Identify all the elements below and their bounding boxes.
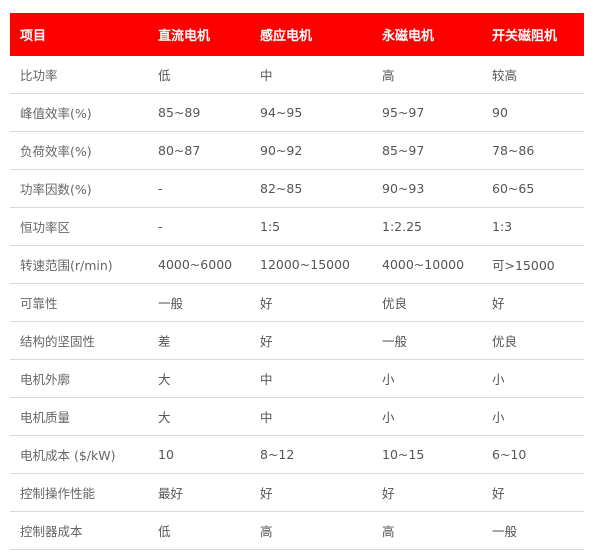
table-cell: 小	[372, 359, 482, 398]
table-cell: 85~97	[372, 131, 482, 170]
table-cell: 低	[148, 56, 250, 94]
table-cell: 最好	[148, 473, 250, 512]
table-row: 峰值效率(%) 85~89 94~95 95~97 90	[10, 93, 584, 132]
table-cell: 8~12	[250, 435, 372, 474]
table-cell: 好	[482, 283, 584, 322]
table-cell: 82~85	[250, 169, 372, 208]
table-cell: 4000~10000	[372, 245, 482, 284]
column-header: 感应电机	[250, 13, 372, 56]
table-cell: 一般	[372, 321, 482, 360]
row-label: 电机外廓	[10, 359, 148, 398]
table-cell: 12000~15000	[250, 245, 372, 284]
table-cell: 94~95	[250, 93, 372, 132]
column-header: 项目	[10, 13, 148, 56]
row-label: 负荷效率(%)	[10, 131, 148, 170]
row-label: 比功率	[10, 56, 148, 94]
table-row: 比功率低中高较高	[10, 56, 584, 94]
table-cell: 一般	[148, 283, 250, 322]
table-cell: 中	[250, 56, 372, 94]
table-cell: 好	[250, 473, 372, 512]
table-cell: 80~87	[148, 131, 250, 170]
table-cell: 较高	[482, 56, 584, 94]
table-cell: 优良	[372, 283, 482, 322]
row-label: 恒功率区	[10, 207, 148, 246]
table-cell: 中	[250, 359, 372, 398]
table-row: 电机外廓大中小小	[10, 359, 584, 398]
table-cell: 90~93	[372, 169, 482, 208]
header-row: 项目 直流电机 感应电机 永磁电机 开关磁阻机	[10, 13, 584, 56]
table-row: 功率因数(%) -82~85 90~93 60~65	[10, 169, 584, 208]
table-cell: 高	[372, 511, 482, 550]
table-cell: 好	[250, 283, 372, 322]
table-row: 恒功率区 -1:5 1:2.25 1:3	[10, 207, 584, 246]
column-header: 开关磁阻机	[482, 13, 584, 56]
column-header: 永磁电机	[372, 13, 482, 56]
table-cell: 好	[482, 473, 584, 512]
row-label: 控制操作性能	[10, 473, 148, 512]
table-cell: 10~15	[372, 435, 482, 474]
table-cell: 一般	[482, 511, 584, 550]
table-row: 负荷效率(%) 80~87 90~92 85~97 78~86	[10, 131, 584, 170]
table-cell: 10	[148, 435, 250, 474]
row-label: 结构的坚固性	[10, 321, 148, 360]
table-cell: 中	[250, 397, 372, 436]
table-cell: 小	[482, 359, 584, 398]
table-cell: 好	[250, 321, 372, 360]
motor-comparison-table: 项目 直流电机 感应电机 永磁电机 开关磁阻机 比功率低中高较高 峰值效率(%) 85~89…	[10, 13, 584, 550]
table-cell: 好	[372, 473, 482, 512]
row-label: 峰值效率(%)	[10, 93, 148, 132]
table-cell: 90~92	[250, 131, 372, 170]
table-cell: 85~89	[148, 93, 250, 132]
table-cell: 78~86	[482, 131, 584, 170]
table-cell: 6~10	[482, 435, 584, 474]
column-header: 直流电机	[148, 13, 250, 56]
row-label: 可靠性	[10, 283, 148, 322]
table-cell: 可>15000	[482, 245, 584, 284]
table-row: 结构的坚固性差好一般 优良	[10, 321, 584, 360]
table-cell: 低	[148, 511, 250, 550]
table-cell: 差	[148, 321, 250, 360]
table-row: 转速范围(r/min) 4000~6000 12000~15000 4000~1000…	[10, 245, 584, 284]
table-cell: 优良	[482, 321, 584, 360]
table-row: 电机成本 ($/kW) 10 8~12 10~15 6~10	[10, 435, 584, 474]
row-label: 功率因数(%)	[10, 169, 148, 208]
table-cell: 95~97	[372, 93, 482, 132]
table-cell: 4000~6000	[148, 245, 250, 284]
table-cell: 小	[372, 397, 482, 436]
row-label: 电机成本 ($/kW)	[10, 435, 148, 474]
row-label: 电机质量	[10, 397, 148, 436]
table-cell: 大	[148, 359, 250, 398]
table-cell: -	[148, 169, 250, 208]
table-row: 控制操作性能 最好好好好	[10, 473, 584, 512]
table-cell: 高	[372, 56, 482, 94]
table-cell: 大	[148, 397, 250, 436]
table-cell: 1:5	[250, 207, 372, 246]
table-cell: 小	[482, 397, 584, 436]
table-cell: 60~65	[482, 169, 584, 208]
row-label: 控制器成本	[10, 511, 148, 550]
table-cell: 90	[482, 93, 584, 132]
table-cell: 高	[250, 511, 372, 550]
table-cell: -	[148, 207, 250, 246]
table-cell: 1:2.25	[372, 207, 482, 246]
row-label: 转速范围(r/min)	[10, 245, 148, 284]
table-row: 可靠性 一般好优良好	[10, 283, 584, 322]
table-row: 电机质量大中小小	[10, 397, 584, 436]
table-row: 控制器成本低高高一般	[10, 511, 584, 550]
table-cell: 1:3	[482, 207, 584, 246]
